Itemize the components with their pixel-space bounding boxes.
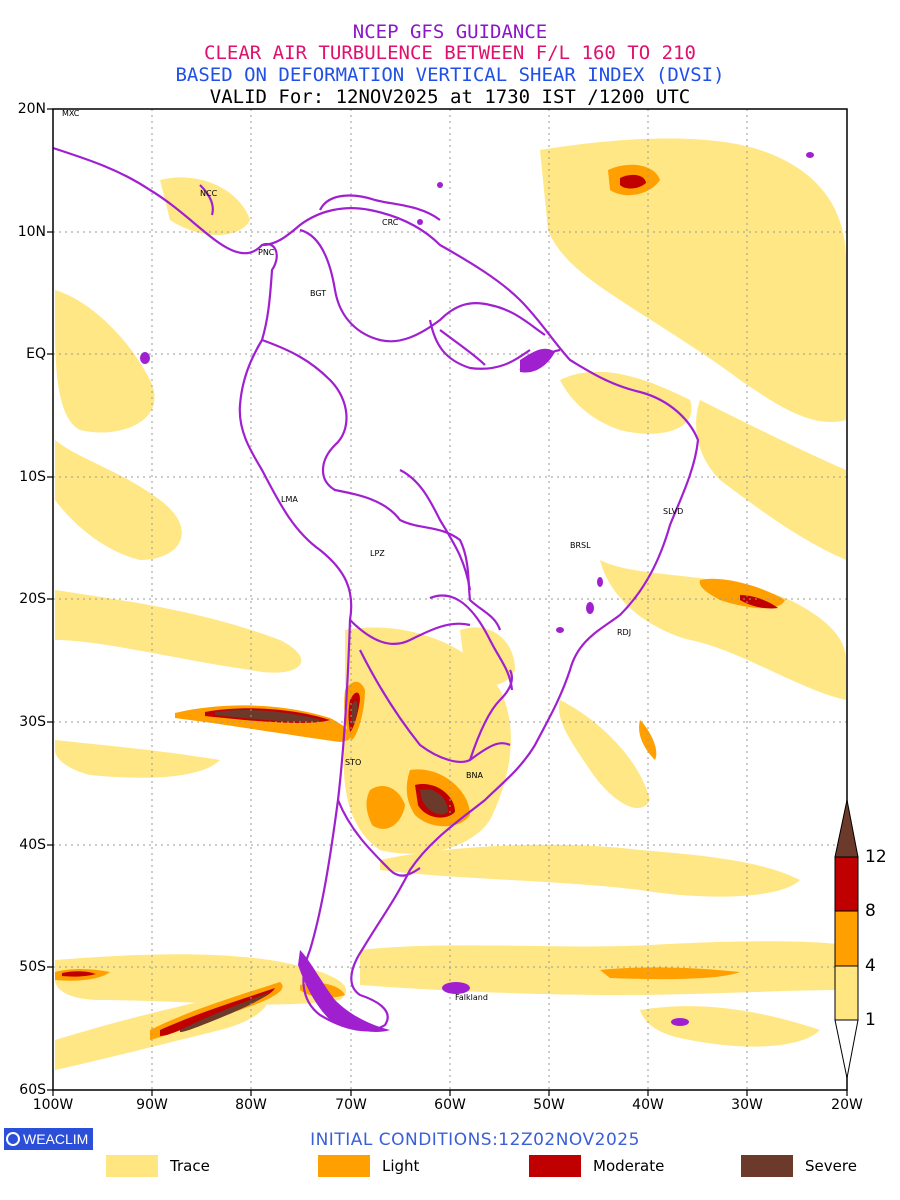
lat-label: 30S	[19, 714, 46, 730]
colorbar-trace	[834, 965, 859, 1021]
lon-label: 20W	[831, 1097, 863, 1113]
colorbar-light	[834, 910, 859, 967]
station-label: CRC	[382, 218, 399, 227]
trace-areas	[55, 138, 846, 1070]
station-label: Falkland	[455, 993, 488, 1002]
station-label: RDJ	[617, 628, 631, 637]
turbulence-field	[55, 138, 846, 1070]
legend-label: Moderate	[593, 1157, 665, 1175]
lon-label: 50W	[533, 1097, 565, 1113]
severe-areas	[180, 700, 448, 1032]
legend-label: Severe	[805, 1157, 857, 1175]
lat-label: EQ	[26, 346, 46, 362]
legend-item-light: Light	[318, 1155, 419, 1177]
station-label: NCC	[200, 189, 218, 198]
station-label: SLVD	[663, 507, 683, 516]
lon-label: 90W	[136, 1097, 168, 1113]
legend-swatch	[318, 1155, 370, 1177]
station-labels: MXC NCC CRC PNC BGT LMA LPZ BRSL SLVD RD…	[62, 109, 683, 1002]
legend-item-moderate: Moderate	[529, 1155, 664, 1177]
colorbar-none	[834, 1019, 859, 1079]
lat-label: 20S	[19, 591, 46, 607]
lon-label: 70W	[335, 1097, 367, 1113]
legend-item-trace: Trace	[106, 1155, 210, 1177]
lat-label: 40S	[19, 837, 46, 853]
lon-label: 30W	[731, 1097, 763, 1113]
chart-title-line3: BASED ON DEFORMATION VERTICAL SHEAR INDE…	[175, 64, 725, 86]
axis-ticks	[47, 108, 848, 1096]
legend-label: Light	[382, 1157, 420, 1175]
lat-label: 20N	[17, 101, 46, 117]
chart-title-line2: CLEAR AIR TURBULENCE BETWEEN F/L 160 TO …	[204, 42, 696, 64]
colorbar-moderate	[834, 856, 859, 912]
station-label: BRSL	[570, 541, 591, 550]
lat-label: 50S	[19, 959, 46, 975]
lat-label: 60S	[19, 1082, 46, 1098]
chart-title-line1: NCEP GFS GUIDANCE	[352, 21, 548, 43]
legend-swatch	[529, 1155, 581, 1177]
station-label: BGT	[310, 289, 326, 298]
lon-label: 100W	[32, 1097, 74, 1113]
lon-label: 80W	[235, 1097, 267, 1113]
legend-item-severe: Severe	[741, 1155, 857, 1177]
weaclim-logo: WEACLIM	[4, 1128, 94, 1150]
station-label: LMA	[281, 495, 298, 504]
lat-label: 10S	[19, 469, 46, 485]
legend-label: Trace	[170, 1157, 210, 1175]
station-label: BNA	[466, 771, 483, 780]
colorbar-tick-label: 1	[865, 1010, 876, 1030]
lon-label: 40W	[632, 1097, 664, 1113]
station-label: LPZ	[370, 549, 385, 558]
lon-label: 60W	[434, 1097, 466, 1113]
logo-text: WEACLIM	[23, 1131, 89, 1147]
legend-swatch	[741, 1155, 793, 1177]
colorbar-tick-label: 12	[865, 847, 887, 867]
valid-time: VALID For: 12NOV2025 at 1730 IST /1200 U…	[209, 86, 691, 108]
lat-label: 10N	[17, 224, 46, 240]
graticule	[53, 109, 847, 1090]
colorbar-tick-label: 4	[865, 956, 876, 976]
station-label: STO	[345, 758, 361, 767]
station-label: MXC	[62, 109, 80, 118]
logo-ring-icon	[6, 1132, 20, 1146]
islands	[140, 152, 814, 1032]
colorbar	[834, 799, 859, 1079]
legend-swatch	[106, 1155, 158, 1177]
colorbar-tick-label: 8	[865, 901, 876, 921]
station-label: PNC	[258, 248, 275, 257]
initial-conditions: INITIAL CONDITIONS:12Z02NOV2025	[310, 1130, 640, 1150]
